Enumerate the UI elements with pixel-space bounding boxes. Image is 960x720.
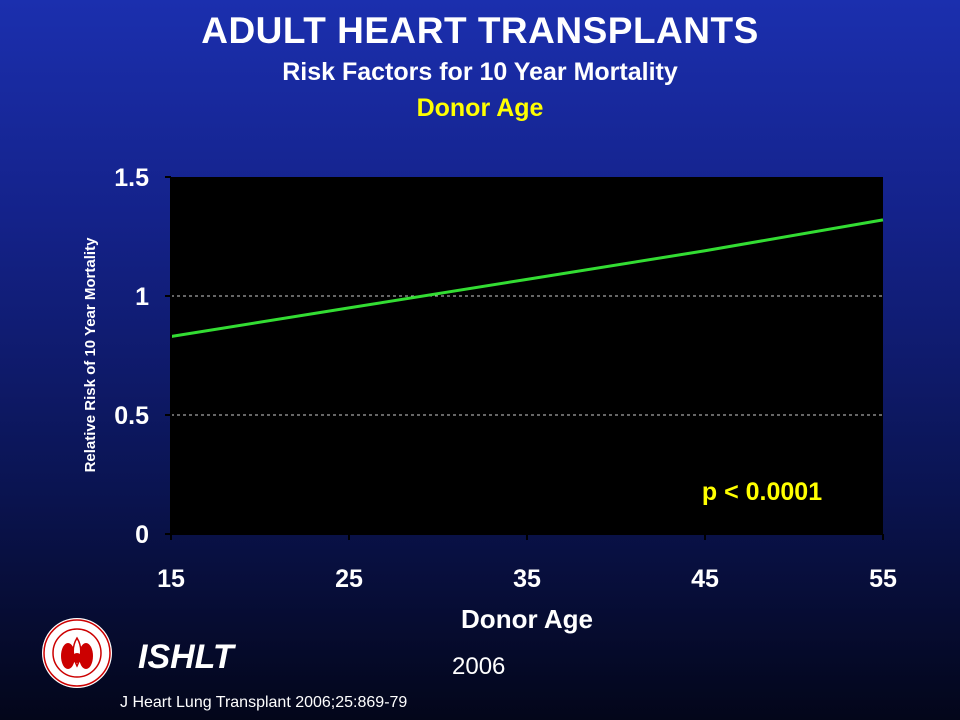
y-axis-label: Relative Risk of 10 Year Mortality <box>82 237 99 472</box>
page-subtitle: Risk Factors for 10 Year Mortality <box>282 58 678 86</box>
x-axis-label: Donor Age <box>461 604 593 634</box>
citation: J Heart Lung Transplant 2006;25:869-79 <box>120 694 408 711</box>
ishlt-seal-icon <box>42 618 112 688</box>
series-line <box>170 218 884 338</box>
x-tick-label: 35 <box>513 565 541 593</box>
y-tick-label: 0.5 <box>114 402 149 430</box>
plot-area <box>171 177 883 534</box>
grid-lines <box>171 295 883 416</box>
p-value-annotation: p < 0.0001 <box>702 478 822 506</box>
org-name: ISHLT <box>138 638 234 676</box>
page-title: ADULT HEART TRANSPLANTS <box>201 10 759 51</box>
y-tick-label: 1 <box>135 283 149 311</box>
x-tick-label: 45 <box>691 565 719 593</box>
y-tick-label: 0 <box>135 521 149 549</box>
x-tick-label: 25 <box>335 565 363 593</box>
y-tick-label: 1.5 <box>114 164 149 192</box>
tick-labels: 0 0.5 1 1.5 15 25 35 45 55 <box>114 164 897 593</box>
x-tick-label: 55 <box>869 565 897 593</box>
page-subtitle-highlight: Donor Age <box>416 94 544 122</box>
report-year: 2006 <box>452 653 506 680</box>
series-layer <box>170 218 884 338</box>
x-tick-label: 15 <box>157 565 185 593</box>
